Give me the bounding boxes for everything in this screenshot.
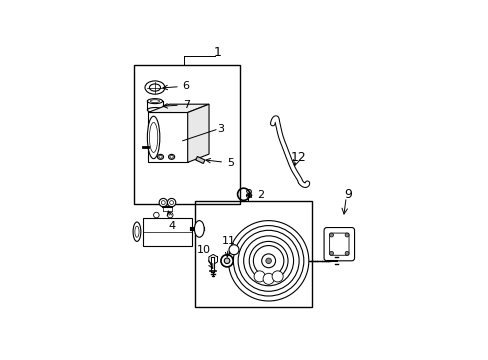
Ellipse shape [168, 154, 174, 159]
Bar [195, 201, 311, 307]
Text: 1: 1 [213, 46, 221, 59]
Text: 3: 3 [216, 124, 224, 134]
Bar [195, 157, 204, 163]
Circle shape [271, 271, 283, 282]
Text: 11: 11 [221, 235, 235, 257]
Polygon shape [148, 112, 187, 162]
Polygon shape [208, 255, 217, 264]
Text: 5: 5 [205, 158, 234, 168]
Ellipse shape [149, 122, 158, 152]
Ellipse shape [157, 154, 163, 159]
Bar [134, 66, 239, 204]
Circle shape [153, 212, 159, 218]
Ellipse shape [133, 222, 141, 242]
Circle shape [221, 255, 233, 267]
Text: 10: 10 [196, 245, 212, 269]
Circle shape [228, 245, 239, 255]
Text: 7: 7 [163, 100, 189, 110]
Text: 6: 6 [163, 81, 189, 91]
Circle shape [329, 251, 333, 255]
Circle shape [254, 271, 264, 282]
FancyBboxPatch shape [324, 228, 354, 261]
Circle shape [224, 258, 229, 264]
Circle shape [159, 198, 167, 207]
Circle shape [167, 198, 175, 207]
Ellipse shape [147, 116, 160, 159]
Circle shape [345, 251, 348, 255]
FancyBboxPatch shape [329, 233, 348, 255]
Text: 12: 12 [290, 151, 305, 164]
Polygon shape [148, 104, 208, 112]
Text: 8: 8 [244, 188, 251, 201]
Bar [142, 218, 192, 246]
Circle shape [329, 233, 333, 237]
Circle shape [265, 258, 271, 264]
Text: 9: 9 [344, 188, 351, 201]
Polygon shape [187, 104, 208, 162]
Circle shape [263, 273, 274, 284]
Ellipse shape [194, 221, 204, 237]
Circle shape [345, 233, 348, 237]
Circle shape [167, 212, 173, 218]
Text: 4: 4 [167, 211, 175, 231]
Text: 2: 2 [247, 190, 264, 200]
